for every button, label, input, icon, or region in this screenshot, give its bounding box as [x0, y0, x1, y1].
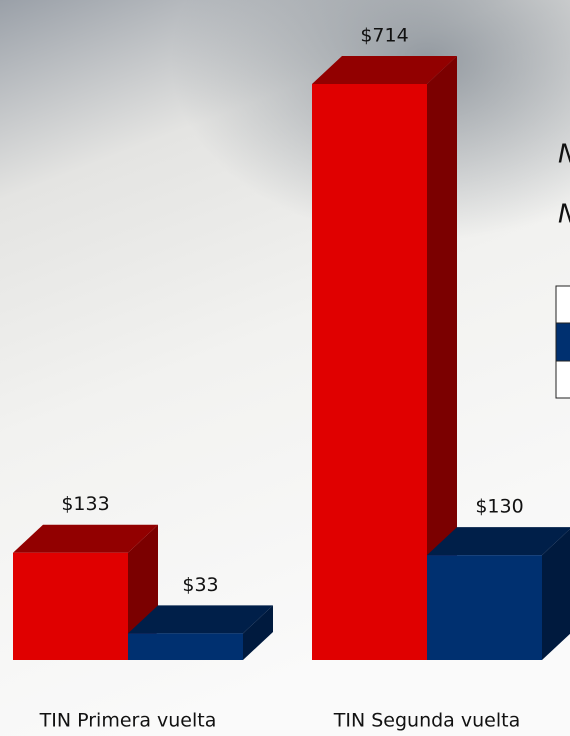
- page: N N $133 $33 TIN Primera vuelta $714 $130 TIN…: [0, 0, 570, 736]
- bar-front: [312, 84, 427, 660]
- legend-row: [556, 286, 570, 323]
- value-label: $133: [61, 493, 109, 515]
- annotation: N: [558, 140, 570, 170]
- legend-row: [556, 361, 570, 398]
- annotation: N: [558, 200, 570, 230]
- x-tick-label: TIN Primera vuelta: [39, 710, 217, 732]
- bar: [427, 527, 570, 660]
- value-label: $33: [182, 574, 218, 596]
- bar-front: [427, 555, 542, 660]
- background-shade: [0, 0, 570, 400]
- value-label: $130: [475, 496, 523, 518]
- bar: [128, 605, 273, 660]
- legend-row: [556, 323, 570, 361]
- bar-front: [13, 553, 128, 660]
- bar-front: [128, 633, 243, 660]
- x-tick-label: TIN Segunda vuelta: [333, 710, 520, 732]
- value-label: $714: [360, 25, 408, 47]
- chart: N N $133 $33 TIN Primera vuelta $714 $130 TIN…: [0, 0, 570, 736]
- legend-fragment: [556, 286, 570, 398]
